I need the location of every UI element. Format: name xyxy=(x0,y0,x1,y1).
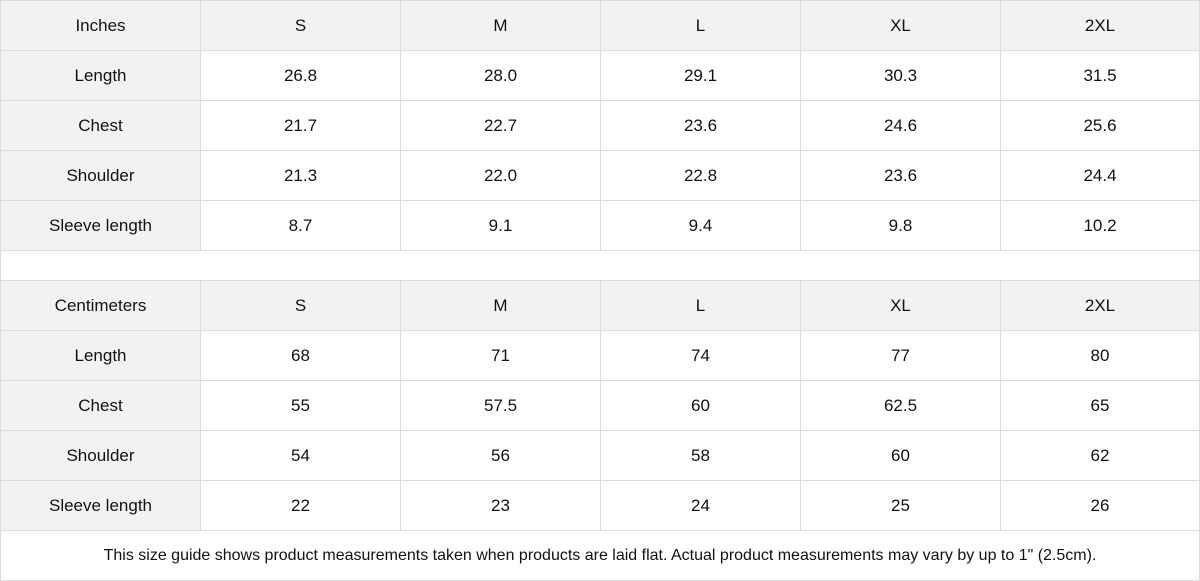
measurement-value: 22.0 xyxy=(401,151,601,200)
table-header-row: Centimeters S M L XL 2XL xyxy=(1,281,1200,331)
size-header: 2XL xyxy=(1001,281,1200,330)
table-row: Shoulder 54 56 58 60 62 xyxy=(1,431,1200,481)
measurement-value: 24.4 xyxy=(1001,151,1200,200)
measurement-value: 60 xyxy=(601,381,801,430)
measurement-value: 58 xyxy=(601,431,801,480)
measurement-value: 62 xyxy=(1001,431,1200,480)
measurement-label: Sleeve length xyxy=(1,481,201,530)
measurement-value: 22 xyxy=(201,481,401,530)
table-spacer xyxy=(1,251,1200,281)
table-row: Length 68 71 74 77 80 xyxy=(1,331,1200,381)
measurement-value: 23.6 xyxy=(801,151,1001,200)
table-row: Chest 55 57.5 60 62.5 65 xyxy=(1,381,1200,431)
measurement-value: 77 xyxy=(801,331,1001,380)
table-row: Chest 21.7 22.7 23.6 24.6 25.6 xyxy=(1,101,1200,151)
measurement-value: 9.4 xyxy=(601,201,801,250)
measurement-value: 8.7 xyxy=(201,201,401,250)
table-row: Sleeve length 22 23 24 25 26 xyxy=(1,481,1200,531)
measurement-value: 25.6 xyxy=(1001,101,1200,150)
table-row: Length 26.8 28.0 29.1 30.3 31.5 xyxy=(1,51,1200,101)
measurement-value: 56 xyxy=(401,431,601,480)
size-guide-note: This size guide shows product measuremen… xyxy=(1,531,1200,581)
size-header: 2XL xyxy=(1001,1,1200,50)
measurement-value: 28.0 xyxy=(401,51,601,100)
measurement-value: 9.1 xyxy=(401,201,601,250)
measurement-value: 21.7 xyxy=(201,101,401,150)
measurement-label: Sleeve length xyxy=(1,201,201,250)
measurement-value: 9.8 xyxy=(801,201,1001,250)
unit-header: Inches xyxy=(1,1,201,50)
size-header: L xyxy=(601,281,801,330)
measurement-value: 60 xyxy=(801,431,1001,480)
size-header: S xyxy=(201,281,401,330)
measurement-value: 22.7 xyxy=(401,101,601,150)
size-header: M xyxy=(401,281,601,330)
measurement-value: 30.3 xyxy=(801,51,1001,100)
measurement-label: Shoulder xyxy=(1,151,201,200)
size-header: S xyxy=(201,1,401,50)
measurement-value: 22.8 xyxy=(601,151,801,200)
measurement-value: 80 xyxy=(1001,331,1200,380)
measurement-value: 24.6 xyxy=(801,101,1001,150)
measurement-value: 26 xyxy=(1001,481,1200,530)
measurement-label: Shoulder xyxy=(1,431,201,480)
measurement-value: 54 xyxy=(201,431,401,480)
measurement-value: 23.6 xyxy=(601,101,801,150)
measurement-label: Length xyxy=(1,51,201,100)
measurement-value: 23 xyxy=(401,481,601,530)
measurement-value: 65 xyxy=(1001,381,1200,430)
table-row: Sleeve length 8.7 9.1 9.4 9.8 10.2 xyxy=(1,201,1200,251)
measurement-value: 62.5 xyxy=(801,381,1001,430)
measurement-label: Chest xyxy=(1,101,201,150)
measurement-value: 68 xyxy=(201,331,401,380)
table-row: Shoulder 21.3 22.0 22.8 23.6 24.4 xyxy=(1,151,1200,201)
measurement-value: 57.5 xyxy=(401,381,601,430)
measurement-value: 55 xyxy=(201,381,401,430)
table-header-row: Inches S M L XL 2XL xyxy=(1,1,1200,51)
size-header: M xyxy=(401,1,601,50)
unit-header: Centimeters xyxy=(1,281,201,330)
measurement-label: Chest xyxy=(1,381,201,430)
size-header: L xyxy=(601,1,801,50)
size-header: XL xyxy=(801,281,1001,330)
measurement-value: 31.5 xyxy=(1001,51,1200,100)
measurement-value: 26.8 xyxy=(201,51,401,100)
measurement-value: 24 xyxy=(601,481,801,530)
measurement-value: 74 xyxy=(601,331,801,380)
measurement-value: 71 xyxy=(401,331,601,380)
size-header: XL xyxy=(801,1,1001,50)
measurement-value: 10.2 xyxy=(1001,201,1200,250)
measurement-value: 29.1 xyxy=(601,51,801,100)
measurement-label: Length xyxy=(1,331,201,380)
measurement-value: 25 xyxy=(801,481,1001,530)
measurement-value: 21.3 xyxy=(201,151,401,200)
